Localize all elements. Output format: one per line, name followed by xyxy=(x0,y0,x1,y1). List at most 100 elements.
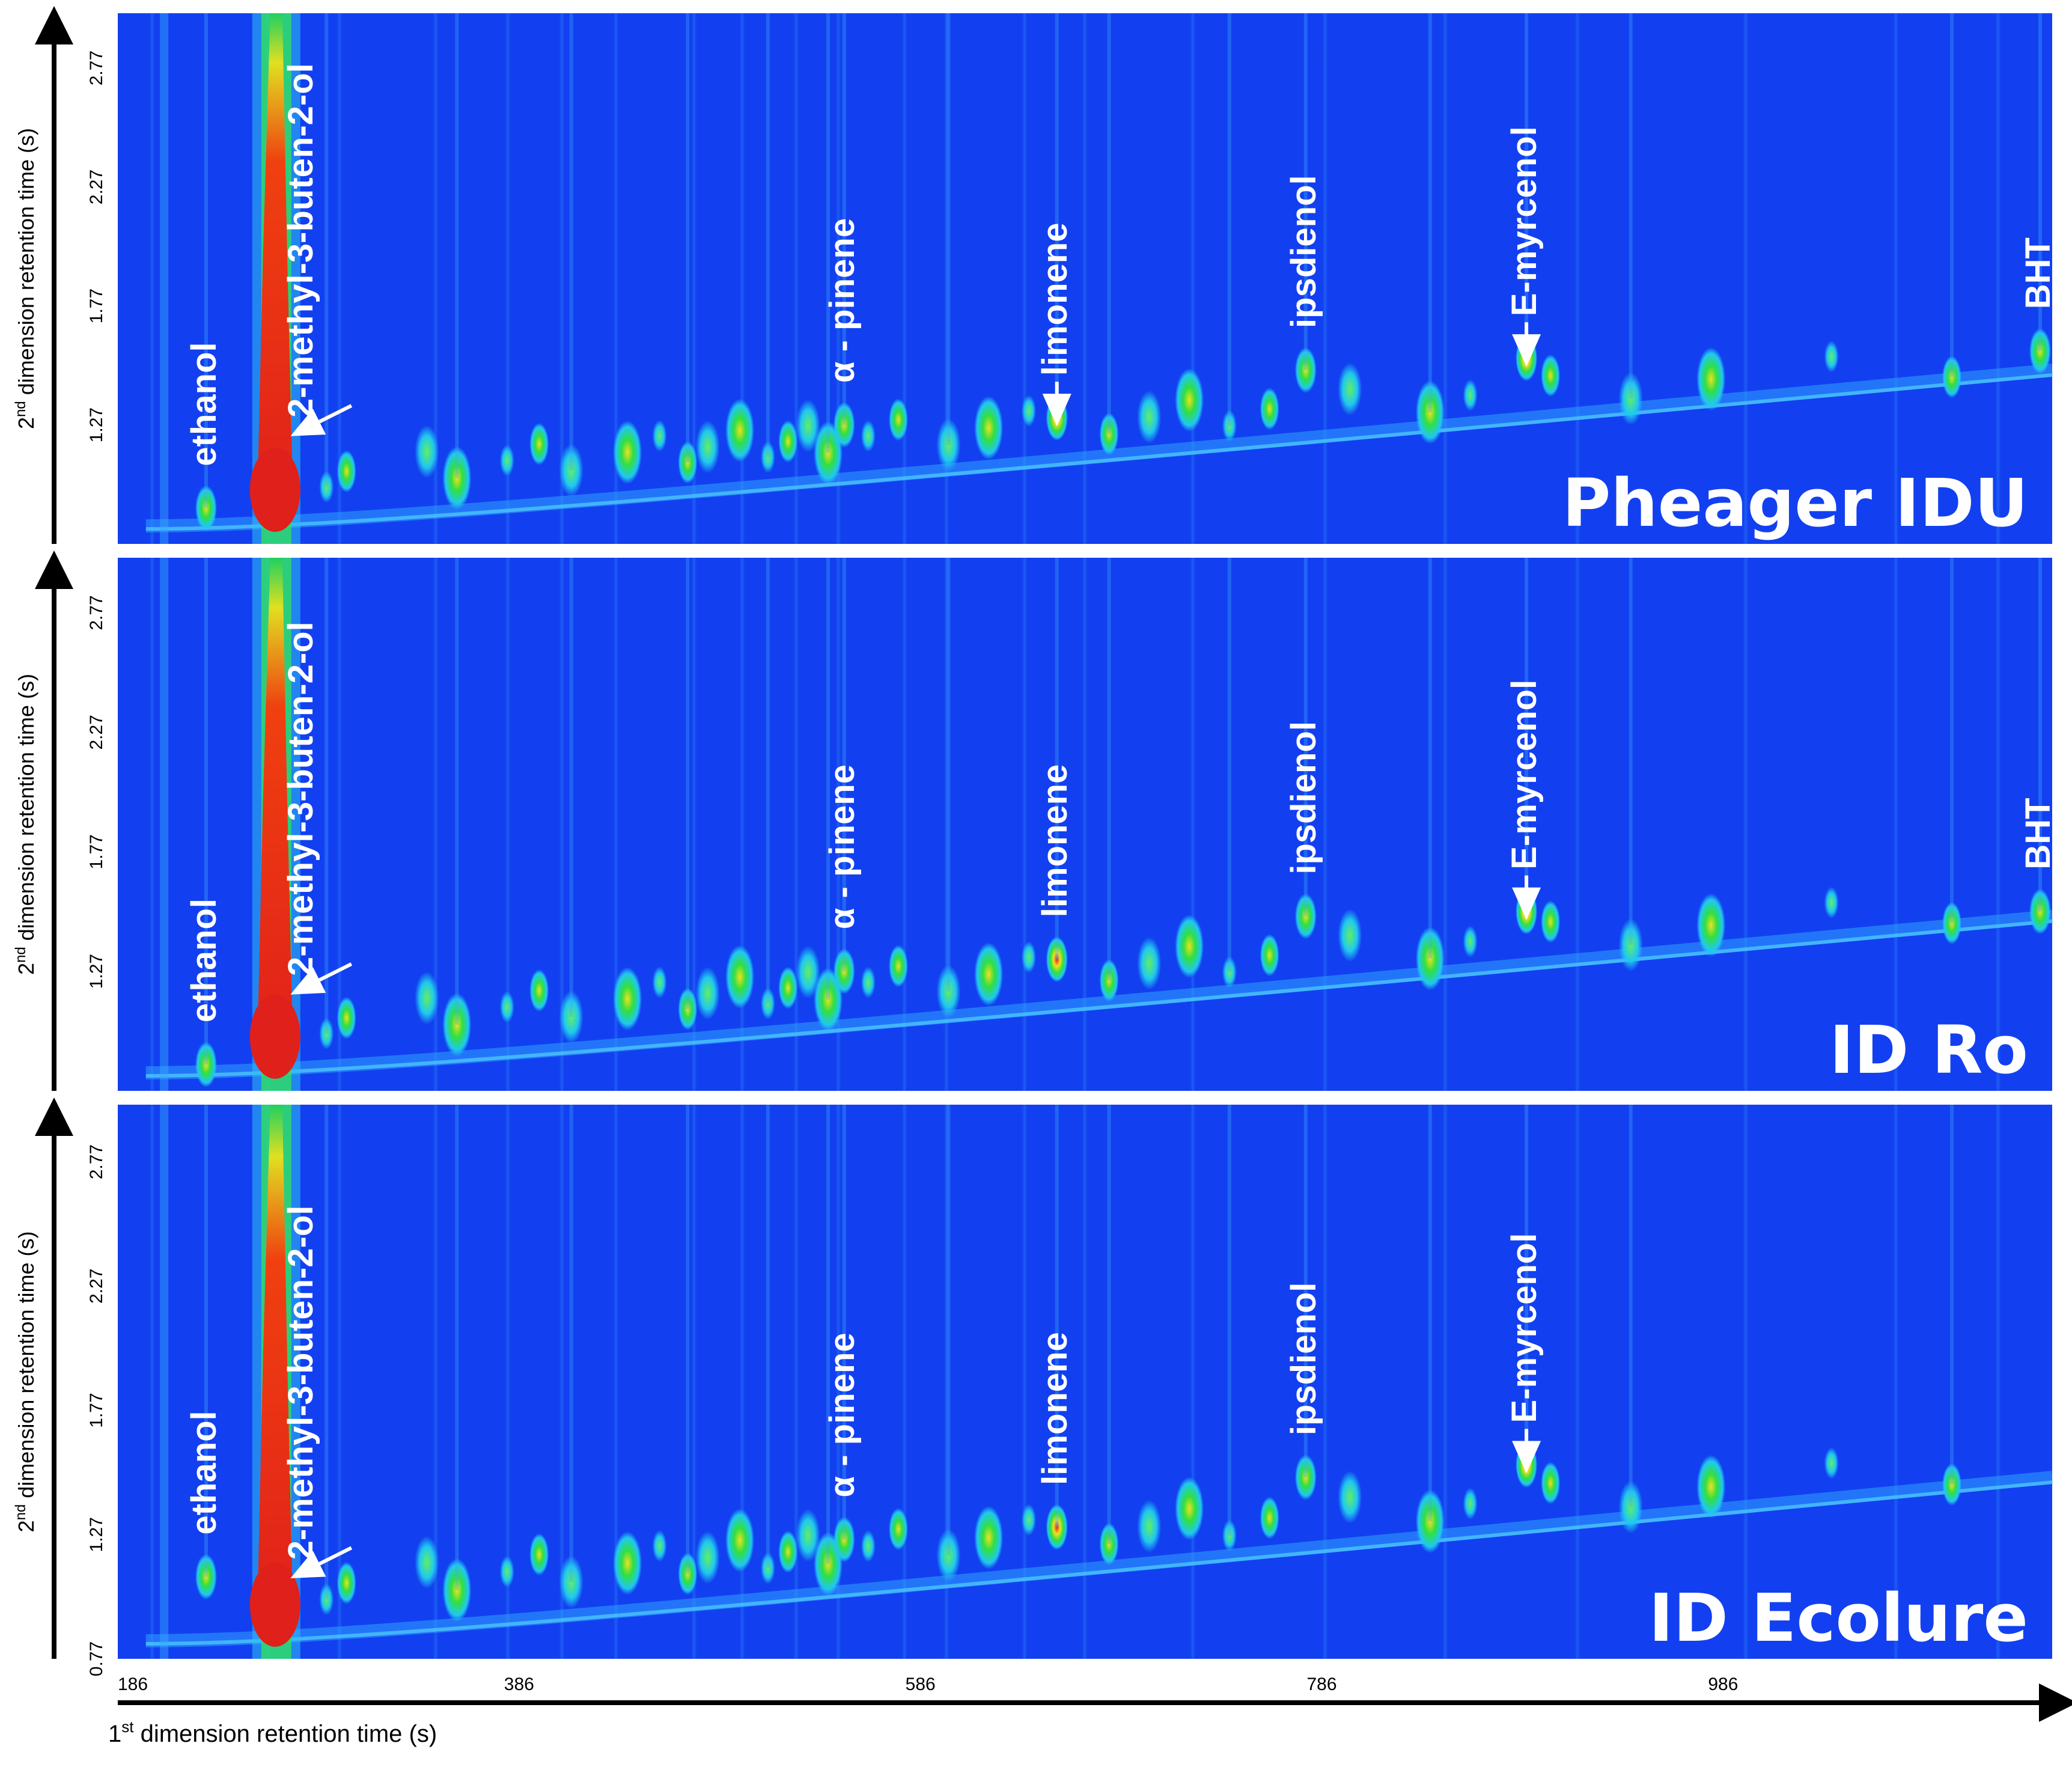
background-streak xyxy=(149,1105,155,1659)
minor-peak-streak xyxy=(946,13,951,445)
compound-label: E-myrcenol xyxy=(1505,1233,1544,1423)
minor-peak xyxy=(559,1555,584,1609)
minor-peak xyxy=(760,441,775,473)
minor-peak xyxy=(415,425,439,478)
background-streak xyxy=(337,13,343,544)
minor-peak xyxy=(1463,1488,1478,1520)
compound-peak xyxy=(195,1042,217,1088)
background-streak xyxy=(1893,558,1899,1091)
y-tick-label: 2.77 xyxy=(87,1144,106,1179)
x-axis-title-num: 1 xyxy=(108,1721,121,1747)
background-streak xyxy=(739,13,745,544)
minor-peak-streak xyxy=(946,558,951,992)
minor-peak xyxy=(861,1530,876,1562)
compound-peak xyxy=(833,1516,855,1563)
compound-peak-streak xyxy=(842,558,846,972)
minor-peak-streak xyxy=(569,1105,573,1582)
background-streak xyxy=(1574,13,1580,544)
minor-peak xyxy=(974,396,1004,460)
y-tick-label: 0.77 xyxy=(87,1641,106,1676)
minor-peak-streak xyxy=(686,1105,690,1574)
minor-peak xyxy=(1415,380,1445,444)
background-streak xyxy=(559,1105,565,1659)
minor-peak xyxy=(319,1018,334,1050)
main-peak-core xyxy=(257,558,293,1055)
background-streak xyxy=(1022,1105,1028,1659)
minor-peak xyxy=(1099,412,1119,456)
minor-peak xyxy=(1942,902,1962,945)
minor-peak xyxy=(861,966,876,999)
background-streak xyxy=(337,558,343,1091)
minor-peak xyxy=(796,399,820,453)
background-streak xyxy=(149,558,155,1091)
ethanol-streak xyxy=(160,1105,169,1659)
minor-peak xyxy=(936,965,961,1018)
minor-peak xyxy=(888,1508,908,1551)
minor-peak xyxy=(695,1531,720,1584)
compound-label: limonene xyxy=(1035,1332,1074,1485)
y-axis-title-rest: dimension retention time (s) xyxy=(14,1231,38,1504)
background-streak xyxy=(793,1105,799,1659)
x-axis-title-sup: st xyxy=(121,1718,134,1736)
minor-peak-streak xyxy=(569,558,573,1018)
background-streak xyxy=(1743,1105,1749,1659)
main-peak-base xyxy=(249,448,300,532)
background-streak xyxy=(1995,1105,2001,1659)
y-axis-title-rest: dimension retention time (s) xyxy=(14,674,38,947)
minor-peak xyxy=(1618,1480,1643,1534)
main-peak-core xyxy=(257,1105,293,1623)
minor-peak xyxy=(613,1531,642,1595)
y-axis-title-rest: dimension retention time (s) xyxy=(14,128,38,401)
minor-peak xyxy=(1415,1489,1445,1554)
compound-label: ipsdienol xyxy=(1284,175,1323,328)
background-streak xyxy=(505,558,511,1091)
minor-peak xyxy=(1175,1477,1204,1540)
compound-peak xyxy=(1046,936,1068,983)
minor-peak xyxy=(442,993,472,1057)
x-axis-title: 1st dimension retention time (s) xyxy=(108,1718,437,1747)
x-axis: 186 386 586 786 986 1st dimension retention … xyxy=(108,1674,2072,1747)
minor-peak xyxy=(778,966,798,1009)
minor-peak xyxy=(678,441,698,484)
compound-label: α - pinene xyxy=(823,1332,862,1497)
minor-peak-streak xyxy=(826,1105,830,1564)
minor-peak xyxy=(695,966,720,1020)
panels-layer: ethanol 2-methyl-3-buten-2-ol α - pinene li… xyxy=(13,6,2058,1676)
minor-peak xyxy=(499,1555,514,1588)
compound-label: limonene xyxy=(1035,764,1074,918)
minor-peak-streak xyxy=(1107,13,1111,435)
minor-peak xyxy=(1099,959,1119,1002)
background-streak xyxy=(1190,1105,1196,1659)
minor-peak xyxy=(415,1536,439,1589)
compound-peak xyxy=(1294,347,1317,393)
y-axis-title-num: 2 xyxy=(14,963,38,975)
background-streak xyxy=(943,558,949,1091)
minor-peak xyxy=(1541,354,1561,397)
y-tick-label: 2.27 xyxy=(87,715,106,749)
minor-peak xyxy=(1696,893,1726,957)
y-axis-title: 2nd dimension retention time (s) xyxy=(13,1231,38,1533)
minor-peak-streak xyxy=(1227,1105,1231,1536)
background-streak xyxy=(613,558,619,1091)
minor-peak xyxy=(613,420,642,484)
background-streak xyxy=(1082,558,1088,1091)
background-streak xyxy=(1743,13,1749,544)
compound-label: limonene xyxy=(1035,223,1074,376)
compound-label: E-myrcenol xyxy=(1505,680,1544,870)
background-streak xyxy=(901,13,907,544)
background-streak xyxy=(505,13,511,544)
background-streak xyxy=(943,13,949,544)
minor-peak xyxy=(415,971,439,1025)
minor-peak-streak xyxy=(766,13,770,457)
background-streak xyxy=(739,1105,745,1659)
minor-peak xyxy=(796,1509,820,1562)
panel-2: ethanol 2-methyl-3-buten-2-ol α - pinene li… xyxy=(13,551,2058,1091)
y-tick-label: 2.27 xyxy=(87,1269,106,1304)
minor-peak xyxy=(936,1528,961,1582)
compound-label: ethanol xyxy=(184,899,224,1022)
background-streak xyxy=(901,1105,907,1659)
background-streak xyxy=(793,558,799,1091)
minor-peak xyxy=(1022,395,1037,427)
y-tick-label: 1.27 xyxy=(87,1517,106,1552)
